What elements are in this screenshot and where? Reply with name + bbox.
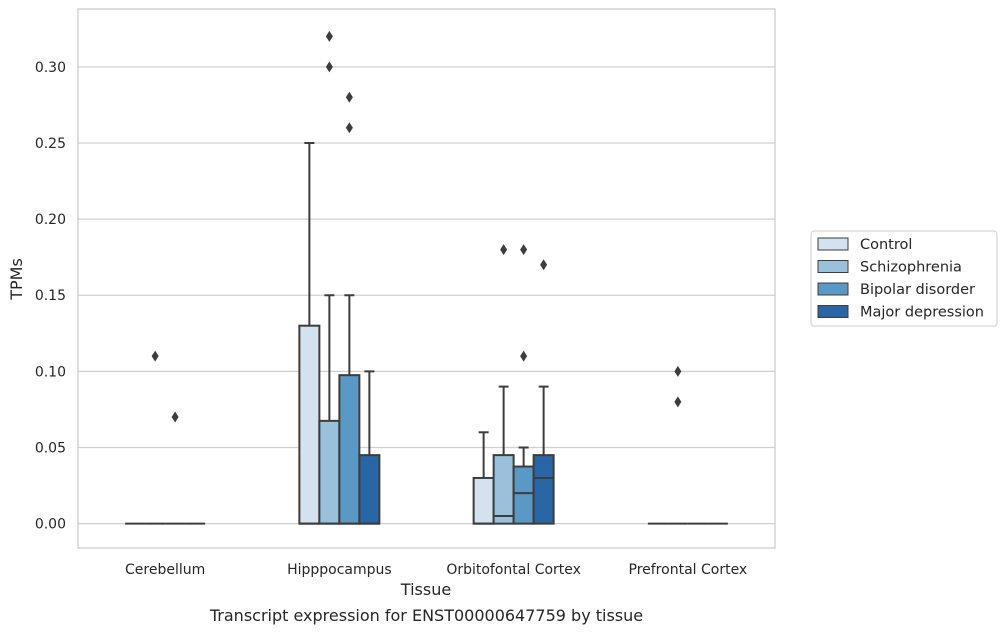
x-tick-label: Hipppocampus (287, 562, 392, 578)
outlier-point (345, 122, 353, 134)
figure-caption: Transcript expression for ENST0000064775… (209, 606, 644, 625)
y-tick-label: 0.15 (35, 288, 66, 304)
y-tick-label: 0.00 (35, 517, 66, 533)
box-group (318, 30, 341, 525)
outlier-point (520, 244, 528, 256)
outlier-point (345, 91, 353, 103)
plot-background (78, 9, 775, 548)
y-tick-label: 0.10 (35, 364, 66, 380)
box-group (532, 259, 555, 525)
box-group (358, 370, 381, 525)
plot-frame (77, 8, 776, 549)
legend-swatch (817, 237, 849, 251)
legend-swatch (817, 282, 849, 296)
box-group (298, 141, 321, 525)
outlier-point (540, 259, 548, 271)
box (492, 454, 515, 525)
legend-frame (810, 230, 998, 327)
y-grid-lines (78, 66, 775, 525)
outlier-point (674, 396, 682, 408)
box (512, 465, 535, 525)
legend-label: Major depression (860, 305, 984, 321)
box (318, 419, 341, 525)
box (472, 476, 495, 525)
legend-label: Control (860, 237, 912, 253)
x-tick-label: Cerebellum (125, 562, 205, 578)
legend: Control Schizophrenia Bipolar disorder Majo… (810, 230, 998, 327)
box (298, 324, 321, 525)
outlier-point (171, 411, 179, 423)
box (358, 454, 381, 525)
y-tick-labels: 0.00 0.05 0.10 0.15 0.20 0.25 0.30 (35, 60, 66, 533)
x-tick-label: Prefrontal Cortex (629, 562, 748, 578)
legend-label: Bipolar disorder (860, 282, 975, 298)
box-group (165, 411, 186, 525)
box-group (667, 365, 688, 525)
outlier-point (500, 244, 508, 256)
y-axis-title: TPMs (7, 258, 26, 301)
x-axis-title: Tissue (400, 580, 451, 599)
outlier-point (325, 30, 333, 42)
box (532, 454, 555, 525)
y-tick-label: 0.20 (35, 212, 66, 228)
box-group (145, 350, 166, 525)
box-group (338, 91, 361, 525)
outlier-point (674, 365, 682, 377)
y-tick-label: 0.30 (35, 60, 66, 76)
y-tick-label: 0.05 (35, 441, 66, 457)
boxes-layer (125, 30, 728, 525)
outlier-point (325, 61, 333, 73)
x-tick-label: Orbitofontal Cortex (446, 562, 581, 578)
y-tick-label: 0.25 (35, 136, 66, 152)
box (338, 374, 361, 525)
outlier-point (520, 350, 528, 362)
legend-swatch (817, 305, 849, 318)
outlier-point (151, 350, 159, 362)
legend-swatch (817, 260, 849, 273)
legend-label: Schizophrenia (860, 260, 962, 276)
x-tick-labels: Cerebellum Hipppocampus Orbitofontal Corte… (125, 562, 747, 578)
